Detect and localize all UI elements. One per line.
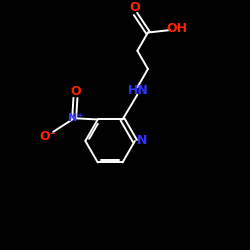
Text: O: O (70, 85, 81, 98)
Text: OH: OH (166, 22, 187, 35)
Text: O: O (129, 1, 140, 14)
Text: HN: HN (128, 84, 149, 97)
Text: N: N (137, 134, 147, 147)
Text: O⁻: O⁻ (39, 130, 56, 143)
Text: N⁺: N⁺ (68, 113, 83, 123)
